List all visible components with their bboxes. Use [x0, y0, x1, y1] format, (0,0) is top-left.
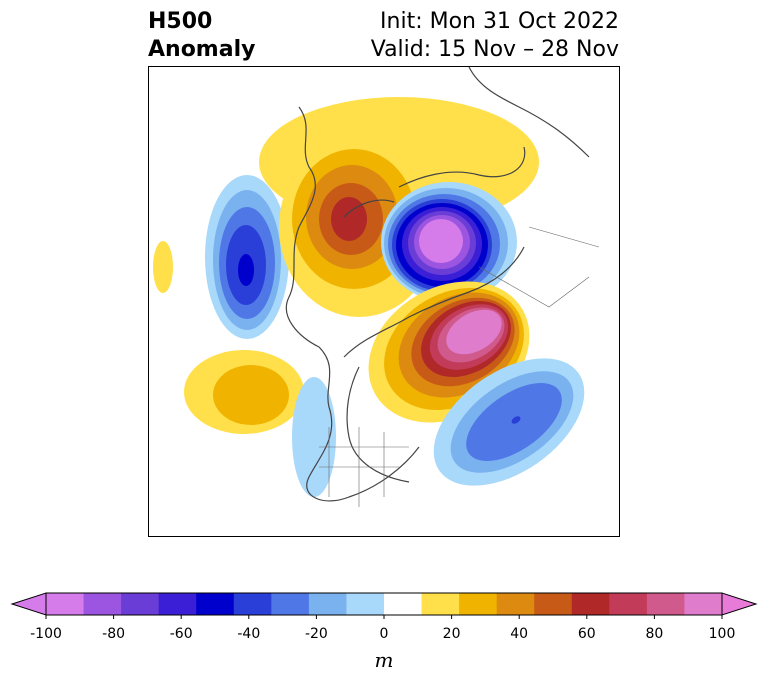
colorbar-segment — [46, 593, 85, 615]
colorbar-tick-label: 80 — [645, 626, 664, 642]
title-variable: H500 — [148, 9, 213, 34]
anomaly-map — [148, 66, 620, 537]
colorbar-extend-max — [721, 592, 758, 616]
colorbar-segment — [121, 593, 160, 615]
colorbar-segment — [496, 593, 535, 615]
valid-range: Valid: 15 Nov – 28 Nov — [370, 37, 619, 62]
colorbar-segment — [233, 593, 272, 615]
colorbar-tick-label: 100 — [708, 626, 736, 642]
negative-anomaly-pacific — [433, 358, 585, 486]
colorbar-tick-label: 60 — [577, 626, 596, 642]
colorbar-segment — [646, 593, 685, 615]
colorbar-segment — [609, 593, 648, 615]
colorbar-segment — [196, 593, 235, 615]
country-borders — [319, 226, 600, 507]
colorbar-tick-label: 0 — [379, 626, 389, 642]
colorbar-tick-label: -100 — [30, 626, 62, 642]
colorbar-segment — [346, 593, 385, 615]
title-field: Anomaly — [148, 37, 256, 62]
map-dates: Init: Mon 31 Oct 2022 Valid: 15 Nov – 28… — [371, 8, 619, 64]
negative-anomaly-asia — [205, 175, 289, 339]
map-title: H500 Anomaly — [148, 8, 255, 64]
colorbar-tick-label: -40 — [237, 626, 261, 642]
colorbar-segment — [83, 593, 122, 615]
colorbar-segment — [384, 593, 423, 615]
colorbar — [10, 592, 758, 619]
colorbar-tick-label: -60 — [169, 626, 193, 642]
anomaly-map-svg — [153, 67, 600, 507]
colorbar-tick-label: 20 — [442, 626, 461, 642]
colorbar-segment — [684, 593, 723, 615]
colorbar-segment — [158, 593, 197, 615]
positive-anomaly-atlantic — [153, 241, 304, 434]
negative-anomaly-arctic — [381, 182, 517, 302]
colorbar-segment — [308, 593, 347, 615]
colorbar-tick-label: -20 — [304, 626, 328, 642]
colorbar-segment — [421, 593, 460, 615]
coastlines — [285, 67, 590, 502]
colorbar-unit: m — [374, 648, 394, 672]
init-date: Init: Mon 31 Oct 2022 — [380, 9, 619, 34]
colorbar-tick-label: 40 — [510, 626, 529, 642]
colorbar-extend-min — [10, 592, 47, 616]
colorbar-segment — [534, 593, 573, 615]
colorbar-segment — [459, 593, 498, 615]
colorbar-segment — [271, 593, 310, 615]
colorbar-segment — [571, 593, 610, 615]
colorbar-tick-label: -80 — [102, 626, 126, 642]
